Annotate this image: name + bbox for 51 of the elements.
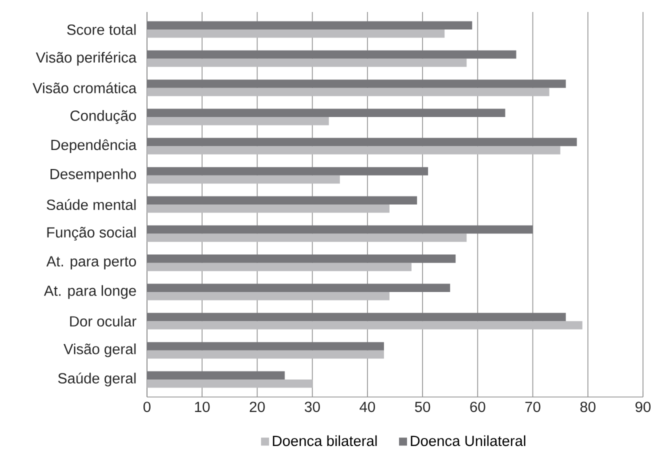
y-tick-label: Visão geral [64, 343, 136, 358]
y-tick-label: Saúde mental [46, 199, 136, 210]
bar [147, 225, 533, 234]
bar [147, 262, 412, 272]
x-tick-label: 60 [470, 402, 486, 412]
bar [147, 21, 472, 30]
x-tick-label: 90 [636, 402, 651, 412]
y-tick-label: Função social [47, 226, 136, 241]
legend-label: Doenca bilateral [272, 435, 377, 446]
y-tick-label: Dor ocular [70, 316, 136, 327]
bar [147, 175, 340, 184]
bar [147, 234, 467, 242]
bar [147, 350, 384, 359]
bar [147, 117, 329, 126]
legend-label: Doenca Unilateral [410, 435, 526, 446]
x-tick-label: 80 [580, 402, 596, 412]
bar [147, 88, 550, 96]
x-tick-label: 30 [304, 402, 320, 412]
bar [147, 204, 390, 213]
bar [147, 146, 560, 154]
x-tick-label: 0 [143, 402, 150, 412]
bar [147, 312, 566, 322]
x-tick-label: 10 [195, 402, 210, 412]
bar [147, 138, 577, 146]
y-tick-label: Condução [70, 110, 136, 124]
bar [147, 371, 285, 380]
bar [147, 284, 450, 292]
y-tick-label: Score total [67, 24, 136, 35]
bar [147, 196, 418, 204]
bar [147, 342, 384, 350]
bar [147, 321, 582, 330]
bar [147, 30, 445, 38]
bar [147, 292, 390, 300]
y-tick-label: Desempenho [50, 168, 136, 182]
bar [147, 108, 506, 117]
bar [147, 167, 428, 176]
y-tick-label: At. para longe [44, 285, 136, 299]
bar [147, 379, 312, 388]
y-tick-label: At. para perto [46, 256, 136, 270]
bar [147, 80, 566, 88]
bar [147, 58, 467, 67]
x-tick-label: 70 [525, 402, 540, 412]
x-tick-label: 20 [250, 402, 265, 412]
y-tick-label: Saúde geral [58, 372, 136, 386]
y-tick-label: Dependência [51, 139, 137, 154]
y-tick-label: Visão periférica [36, 52, 137, 66]
bar [147, 50, 516, 59]
x-tick-label: 40 [360, 402, 376, 412]
bar [147, 254, 456, 263]
y-tick-label: Visão cromática [32, 82, 137, 94]
x-tick-label: 50 [414, 402, 430, 412]
